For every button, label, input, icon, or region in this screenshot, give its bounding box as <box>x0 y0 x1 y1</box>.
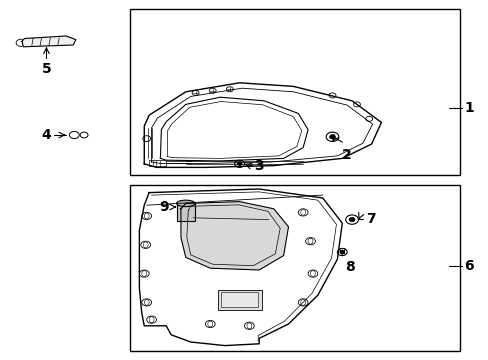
Bar <box>217 290 261 310</box>
Bar <box>129 185 459 351</box>
Text: 2: 2 <box>342 148 351 162</box>
Circle shape <box>237 162 242 166</box>
Text: 5: 5 <box>41 62 51 76</box>
Polygon shape <box>22 36 76 47</box>
Text: 7: 7 <box>365 212 375 225</box>
Text: 1: 1 <box>464 101 473 115</box>
Text: 4: 4 <box>41 128 51 142</box>
Text: 9: 9 <box>159 200 169 214</box>
Text: 6: 6 <box>464 260 473 273</box>
Circle shape <box>348 217 354 222</box>
Circle shape <box>329 135 335 139</box>
Circle shape <box>339 250 344 254</box>
Bar <box>129 9 459 175</box>
Bar <box>221 292 257 307</box>
Bar <box>149 160 166 166</box>
Bar <box>176 203 195 221</box>
Polygon shape <box>181 202 288 270</box>
Text: 3: 3 <box>254 159 264 172</box>
Ellipse shape <box>176 200 195 207</box>
Text: 8: 8 <box>344 260 354 274</box>
